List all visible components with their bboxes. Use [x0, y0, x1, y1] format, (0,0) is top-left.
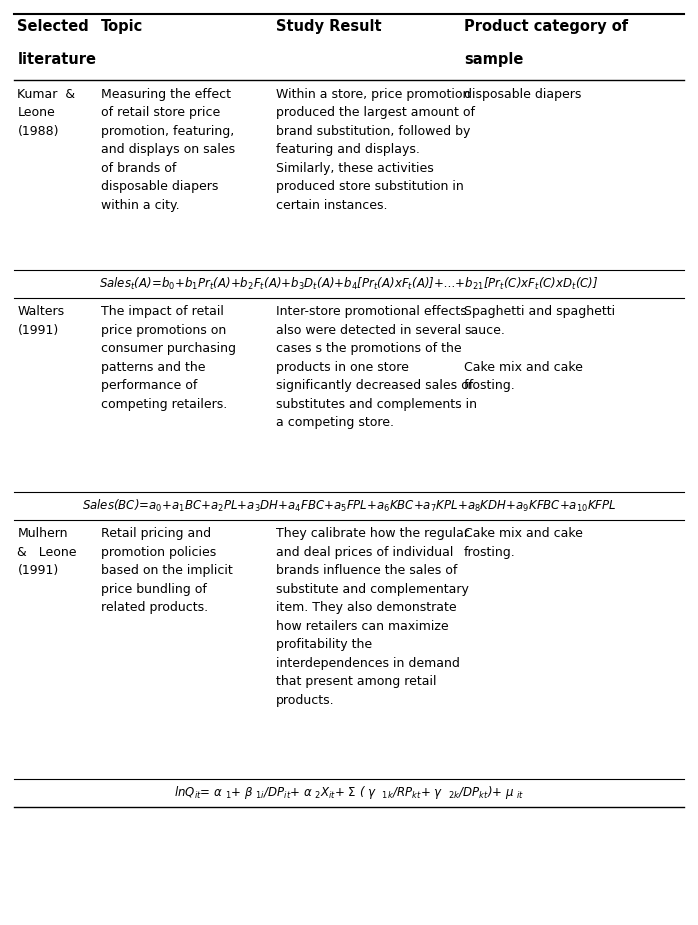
Text: Spaghetti and spaghetti
sauce.

Cake mix and cake
frosting.: Spaghetti and spaghetti sauce. Cake mix … [464, 305, 616, 392]
Text: Cake mix and cake
frosting.: Cake mix and cake frosting. [464, 527, 583, 559]
Text: sample: sample [464, 52, 524, 67]
Text: They calibrate how the regular
and deal prices of individual
brands influence th: They calibrate how the regular and deal … [276, 527, 469, 707]
Text: disposable diapers: disposable diapers [464, 88, 581, 101]
Text: The impact of retail
price promotions on
consumer purchasing
patterns and the
pe: The impact of retail price promotions on… [101, 305, 236, 411]
Text: Mulhern
&   Leone
(1991): Mulhern & Leone (1991) [17, 527, 77, 577]
Text: literature: literature [17, 52, 96, 67]
Text: Sales(BC)=a$_0$+a$_1$BC+a$_2$PL+a$_3$DH+a$_4$FBC+a$_5$FPL+a$_6$KBC+a$_7$KPL+a$_8: Sales(BC)=a$_0$+a$_1$BC+a$_2$PL+a$_3$DH+… [82, 498, 616, 514]
Text: Selected: Selected [17, 19, 89, 34]
Text: Inter-store promotional effects
also were detected in several
cases s the promot: Inter-store promotional effects also wer… [276, 305, 477, 429]
Text: Product category of: Product category of [464, 19, 628, 34]
Text: Kumar  &
Leone
(1988): Kumar & Leone (1988) [17, 88, 75, 138]
Text: Sales$_t$(A)=b$_0$+b$_1$Pr$_t$(A)+b$_2$F$_t$(A)+b$_3$D$_t$(A)+b$_4$[Pr$_t$(A)xF$: Sales$_t$(A)=b$_0$+b$_1$Pr$_t$(A)+b$_2$F… [99, 276, 599, 292]
Text: Within a store, price promotion
produced the largest amount of
brand substitutio: Within a store, price promotion produced… [276, 88, 475, 212]
Text: Retail pricing and
promotion policies
based on the implicit
price bundling of
re: Retail pricing and promotion policies ba… [101, 527, 233, 614]
Text: Measuring the effect
of retail store price
promotion, featuring,
and displays on: Measuring the effect of retail store pri… [101, 88, 235, 212]
Text: lnQ$_{it}$= $\alpha$ $_{1}$+ $\beta$ $_{1i}$/DP$_{it}$+ $\alpha$ $_{2}$X$_{it}$+: lnQ$_{it}$= $\alpha$ $_{1}$+ $\beta$ $_{… [174, 784, 524, 801]
Text: Walters
(1991): Walters (1991) [17, 305, 65, 337]
Text: Topic: Topic [101, 19, 144, 34]
Text: Study Result: Study Result [276, 19, 381, 34]
